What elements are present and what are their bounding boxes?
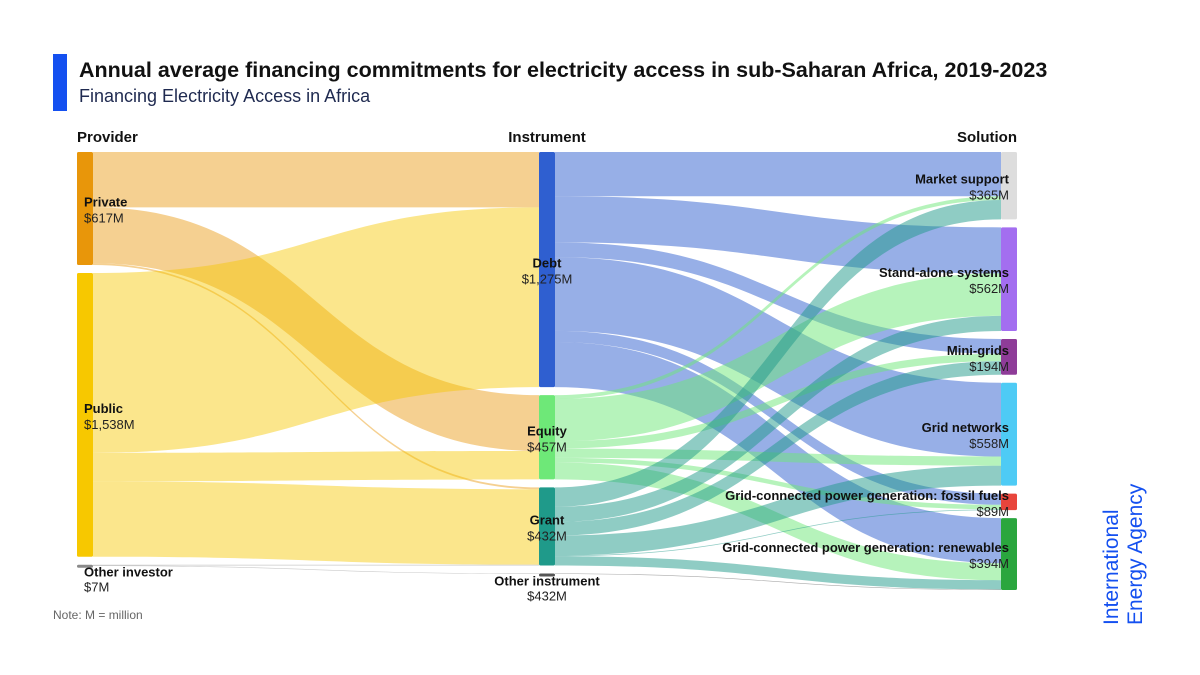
node-grid-connected-power-generation-renewables — [1001, 518, 1017, 590]
link-public-to-equity — [93, 451, 539, 482]
link-private-to-debt — [93, 152, 539, 208]
link-public-to-debt — [93, 207, 539, 453]
label-grid-connected-power-generation-renewables: Grid-connected power generation: renewab… — [722, 540, 1009, 555]
iea-logo: International Energy Agency — [1100, 463, 1152, 625]
chart-note: Note: M = million — [53, 608, 143, 622]
label-public: Public — [84, 401, 123, 416]
link-equity-to-grid-connected-power-generation-renewables — [555, 462, 1001, 581]
node-private — [77, 152, 93, 266]
link-grant-to-stand-alone-systems — [555, 315, 1001, 522]
value-mini-grids: $194M — [969, 359, 1009, 374]
node-mini-grids — [1001, 338, 1017, 375]
link-public-to-grant — [93, 481, 539, 565]
column-header-instrument: Instrument — [508, 129, 586, 146]
link-equity-to-mini-grids — [555, 353, 1001, 449]
label-market-support: Market support — [915, 172, 1010, 187]
link-grant-to-mini-grids — [555, 361, 1001, 536]
node-other-instrument — [539, 573, 555, 577]
link-private-to-grant — [93, 263, 539, 490]
chart-subtitle: Financing Electricity Access in Africa — [79, 86, 371, 106]
value-market-support: $365M — [969, 188, 1009, 203]
node-debt — [539, 152, 555, 388]
link-other-investor-to-other-instrument — [93, 565, 539, 574]
node-market-support — [1001, 152, 1017, 220]
label-mini-grids: Mini-grids — [947, 343, 1009, 358]
label-grid-networks: Grid networks — [922, 420, 1009, 435]
link-grant-to-grid-connected-power-generation-renewables — [555, 556, 1001, 590]
node-grid-networks — [1001, 382, 1017, 486]
node-other-investor — [77, 564, 93, 568]
logo-line-1: International — [1100, 509, 1123, 625]
sankey-links — [93, 152, 1001, 590]
value-grid-connected-power-generation-fossil-fuels: $89M — [976, 504, 1009, 519]
value-equity: $457M — [527, 439, 567, 454]
link-debt-to-stand-alone-systems — [555, 196, 1001, 274]
sankey-nodes — [77, 152, 1017, 590]
value-public: $1,538M — [84, 417, 135, 432]
link-debt-to-market-support — [555, 152, 1001, 197]
label-private: Private — [84, 195, 127, 210]
link-grant-to-grid-networks — [555, 465, 1001, 556]
value-stand-alone-systems: $562M — [969, 281, 1009, 296]
link-private-to-equity — [93, 207, 539, 452]
link-other-instrument-to-grid-connected-power-generation-renewables — [555, 573, 1001, 590]
label-equity: Equity — [527, 423, 567, 438]
node-grid-connected-power-generation-fossil-fuels — [1001, 493, 1017, 511]
link-equity-to-grid-networks — [555, 448, 1001, 466]
logo-line-2: Energy Agency — [1124, 483, 1147, 625]
value-grant: $432M — [527, 528, 567, 543]
node-public — [77, 273, 93, 557]
link-grant-to-grid-connected-power-generation-fossil-fuels — [555, 509, 1001, 557]
value-other-instrument: $432M — [527, 588, 567, 603]
node-grant — [539, 487, 555, 566]
column-header-solution: Solution — [957, 129, 1017, 146]
value-other-investor: $7M — [84, 580, 109, 595]
node-stand-alone-systems — [1001, 227, 1017, 331]
link-other-investor-to-grant — [93, 564, 539, 566]
value-private: $617M — [84, 211, 124, 226]
link-grant-to-market-support — [555, 199, 1001, 507]
chart-title: Annual average financing commitments for… — [79, 58, 1048, 82]
link-equity-to-grid-connected-power-generation-fossil-fuels — [555, 457, 1001, 510]
label-grant: Grant — [530, 512, 565, 527]
value-grid-connected-power-generation-renewables: $394M — [969, 556, 1009, 571]
value-grid-networks: $558M — [969, 436, 1009, 451]
value-debt: $1,275M — [522, 272, 573, 287]
title-accent-bar — [53, 54, 67, 111]
label-grid-connected-power-generation-fossil-fuels: Grid-connected power generation: fossil … — [725, 488, 1009, 503]
label-stand-alone-systems: Stand-alone systems — [879, 265, 1009, 280]
link-equity-to-market-support — [555, 196, 1001, 399]
column-header-provider: Provider — [77, 129, 138, 146]
label-other-investor: Other investor — [84, 565, 173, 580]
node-equity — [539, 395, 555, 480]
label-other-instrument: Other instrument — [494, 573, 600, 588]
label-debt: Debt — [533, 256, 563, 271]
